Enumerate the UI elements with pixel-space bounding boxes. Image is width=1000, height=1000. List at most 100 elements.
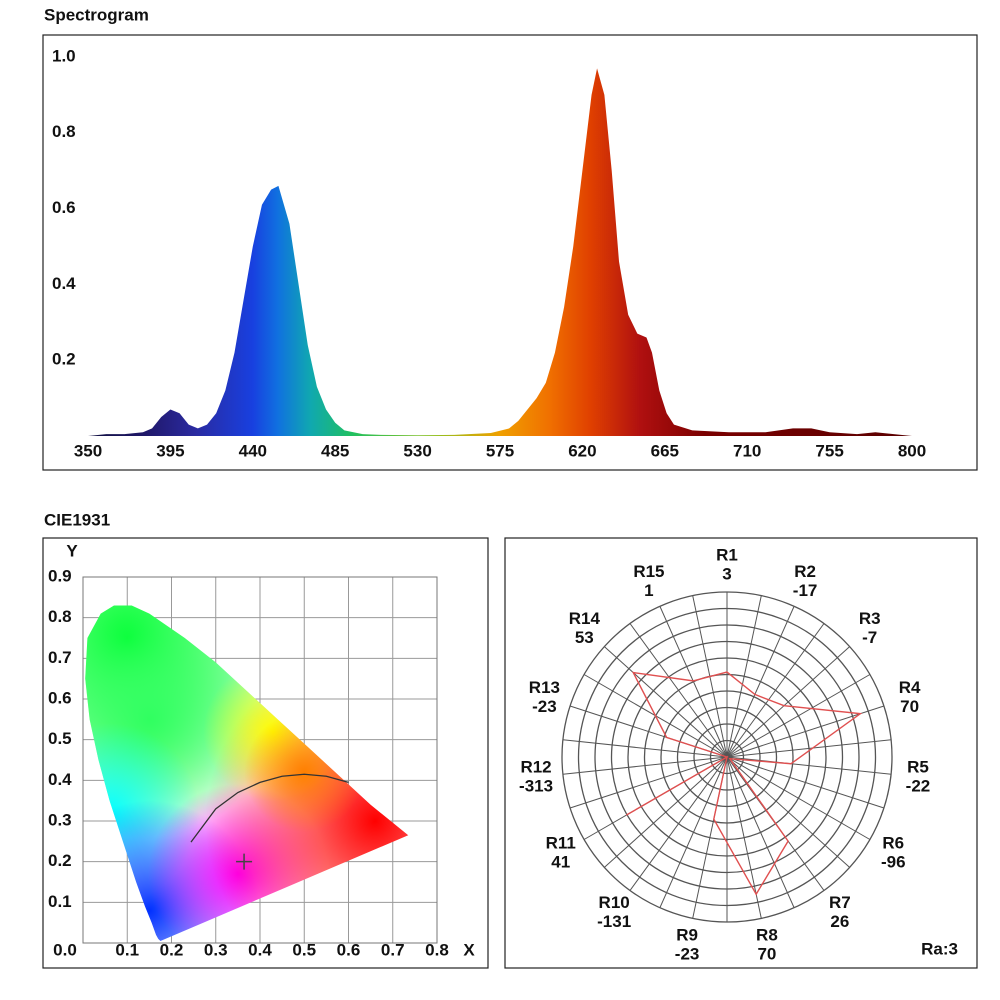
spoke bbox=[659, 606, 728, 758]
y-tick-label: 0.6 bbox=[48, 688, 72, 707]
category-label: R15 bbox=[633, 562, 664, 581]
x-axis-label: X bbox=[463, 940, 475, 959]
category-label: R3 bbox=[859, 609, 881, 628]
x-tick-label: 710 bbox=[733, 441, 761, 460]
category-label: R5 bbox=[907, 758, 929, 777]
spoke bbox=[629, 623, 728, 758]
x-tick-label: 620 bbox=[568, 441, 596, 460]
spoke bbox=[726, 623, 825, 758]
value-label: -23 bbox=[532, 697, 557, 716]
value-label: 1 bbox=[644, 581, 653, 600]
value-label: 41 bbox=[551, 852, 570, 871]
spoke bbox=[726, 595, 762, 758]
spoke bbox=[726, 705, 885, 758]
value-label: 70 bbox=[757, 944, 776, 963]
x-tick-label: 485 bbox=[321, 441, 349, 460]
color-point bbox=[236, 853, 253, 870]
x-tick-label: 0.7 bbox=[381, 940, 405, 959]
spoke bbox=[726, 674, 871, 758]
spoke bbox=[629, 756, 728, 891]
spoke bbox=[562, 756, 728, 775]
x-tick-label: 530 bbox=[403, 441, 431, 460]
x-tick-label: 0.5 bbox=[292, 940, 316, 959]
x-tick-label: 800 bbox=[898, 441, 926, 460]
spectrum-area bbox=[88, 68, 912, 437]
x-tick-label: 0.3 bbox=[204, 940, 228, 959]
x-tick-label: 755 bbox=[815, 441, 843, 460]
chart-title: CIE1931 bbox=[44, 510, 110, 529]
y-tick-label: 1.0 bbox=[52, 46, 76, 65]
x-tick-label: 0.0 bbox=[53, 940, 77, 959]
spoke bbox=[726, 606, 795, 758]
value-label: -131 bbox=[597, 912, 631, 931]
spoke bbox=[726, 756, 795, 908]
category-label: R14 bbox=[569, 609, 601, 628]
category-label: R12 bbox=[520, 758, 551, 777]
category-label: R9 bbox=[676, 925, 698, 944]
x-tick-label: 0.6 bbox=[337, 940, 361, 959]
chart-frame bbox=[42, 34, 978, 471]
value-label: -23 bbox=[675, 944, 700, 963]
x-tick-label: 0.1 bbox=[115, 940, 139, 959]
y-axis-label: Y bbox=[66, 541, 78, 560]
value-label: -96 bbox=[881, 852, 906, 871]
x-tick-label: 0.4 bbox=[248, 940, 272, 959]
category-label: R4 bbox=[899, 678, 921, 697]
chart-title: Spectrogram bbox=[44, 5, 149, 24]
x-tick-label: 0.8 bbox=[425, 940, 449, 959]
value-label: 3 bbox=[722, 564, 731, 583]
value-label: -17 bbox=[793, 581, 818, 600]
y-tick-label: 0.2 bbox=[52, 350, 76, 369]
x-tick-label: 395 bbox=[156, 441, 184, 460]
y-tick-label: 0.7 bbox=[48, 648, 72, 667]
y-tick-label: 0.9 bbox=[48, 566, 72, 585]
value-label: -7 bbox=[862, 628, 877, 647]
y-tick-label: 0.6 bbox=[52, 198, 76, 217]
y-tick-label: 0.8 bbox=[48, 607, 72, 626]
value-label: 26 bbox=[830, 912, 849, 931]
y-tick-label: 0.4 bbox=[52, 274, 76, 293]
y-tick-label: 0.4 bbox=[48, 770, 72, 789]
value-label: -313 bbox=[519, 777, 553, 796]
spoke bbox=[659, 756, 728, 908]
x-tick-label: 350 bbox=[74, 441, 102, 460]
spoke bbox=[569, 756, 728, 809]
category-label: R11 bbox=[546, 833, 576, 852]
spoke bbox=[726, 756, 885, 809]
category-label: R6 bbox=[882, 833, 904, 852]
spoke bbox=[562, 739, 728, 758]
chart-frame bbox=[504, 537, 978, 969]
spoke bbox=[726, 756, 892, 775]
value-label: 53 bbox=[575, 628, 594, 647]
category-label: R10 bbox=[599, 893, 630, 912]
spoke bbox=[726, 739, 892, 758]
y-tick-label: 0.5 bbox=[48, 729, 72, 748]
value-label: -22 bbox=[906, 777, 931, 796]
category-label: R1 bbox=[716, 545, 738, 564]
planckian-locus bbox=[190, 773, 349, 843]
value-label: 70 bbox=[900, 697, 919, 716]
y-tick-label: 0.1 bbox=[48, 892, 72, 911]
annotation: Ra:3 bbox=[921, 939, 958, 958]
x-tick-label: 575 bbox=[486, 441, 514, 460]
y-tick-label: 0.3 bbox=[48, 810, 72, 829]
y-tick-label: 0.2 bbox=[48, 851, 72, 870]
spoke bbox=[604, 646, 728, 758]
plot-border bbox=[82, 576, 438, 944]
radar-line bbox=[625, 671, 863, 896]
spoke bbox=[726, 756, 762, 919]
category-label: R13 bbox=[529, 678, 560, 697]
x-tick-label: 0.2 bbox=[160, 940, 184, 959]
y-tick-label: 0.8 bbox=[52, 122, 76, 141]
spoke bbox=[726, 756, 871, 840]
x-tick-label: 665 bbox=[651, 441, 679, 460]
spoke bbox=[726, 756, 850, 868]
spoke bbox=[726, 646, 850, 758]
spoke bbox=[604, 756, 728, 868]
category-label: R8 bbox=[756, 925, 778, 944]
chart-frame bbox=[42, 537, 489, 969]
category-label: R7 bbox=[829, 893, 851, 912]
x-tick-label: 440 bbox=[239, 441, 267, 460]
category-label: R2 bbox=[794, 562, 816, 581]
